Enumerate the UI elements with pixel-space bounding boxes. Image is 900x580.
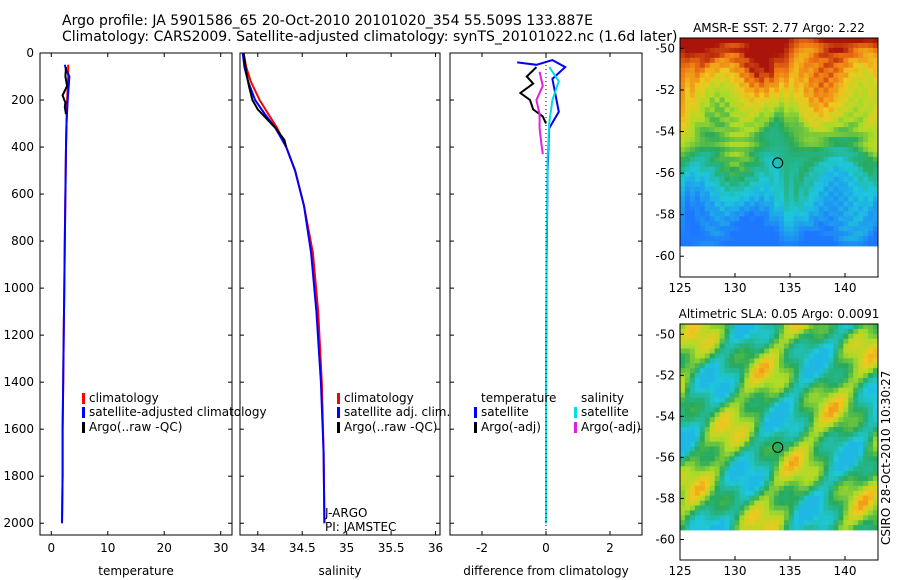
legend-satellite-adj-sal-swatch	[337, 407, 340, 418]
x-tick-label: 36	[428, 541, 443, 555]
legend-salinity-header: salinity	[581, 391, 624, 405]
legend-satellite-adjusted-label: satellite-adjusted climatology	[89, 405, 267, 419]
map-frame-2	[679, 323, 879, 561]
lat-tick-label: -58	[655, 491, 675, 505]
lon-tick-label: 135	[779, 281, 802, 295]
lat-tick-label: -52	[655, 368, 675, 382]
y-tick-label: 1000	[3, 281, 34, 295]
legend-temperature-header: temperature	[481, 391, 556, 405]
map-frame-1	[679, 37, 879, 278]
lon-tick-label: 125	[669, 564, 692, 578]
lon-tick-label: 140	[834, 281, 857, 295]
legend-sal-satellite-label: satellite	[581, 405, 629, 419]
y-tick-label: 2000	[3, 516, 34, 530]
series-line-red	[242, 52, 326, 524]
y-tick-label: 1400	[3, 375, 34, 389]
y-tick-label: 600	[11, 187, 34, 201]
x-tick-label: -2	[476, 541, 488, 555]
x-axis-label: temperature	[98, 564, 173, 578]
x-tick-label: 35.5	[378, 541, 405, 555]
x-tick-label: 0	[47, 541, 55, 555]
x-tick-label: 35	[339, 541, 354, 555]
x-tick-label: 34.5	[289, 541, 316, 555]
legend-argo-raw-sal-swatch	[337, 422, 340, 433]
lon-tick-label: 130	[724, 281, 747, 295]
lat-tick-label: -52	[655, 83, 675, 97]
annotation-pi: PI: JAMSTEC	[325, 520, 396, 534]
y-tick-label: 1800	[3, 469, 34, 483]
lat-tick-label: -50	[655, 41, 675, 55]
annotation-jargo: J-ARGO	[324, 506, 367, 520]
legend-satellite-adjusted-swatch	[82, 407, 85, 418]
x-axis-label: difference from climatology	[463, 564, 629, 578]
legend-climatology-label: climatology	[89, 391, 159, 405]
y-tick-label: 400	[11, 140, 34, 154]
series-line-blue	[241, 52, 326, 524]
argo-position-marker	[772, 441, 784, 453]
map-title-2: Altimetric SLA: 0.05 Argo: 0.0091	[679, 307, 880, 321]
lat-tick-label: -60	[655, 249, 675, 263]
panel-frame-1	[39, 52, 233, 536]
map-title-1: AMSR-E SST: 2.77 Argo: 2.22	[693, 21, 865, 35]
legend-climatology-swatch	[82, 393, 85, 404]
legend-climatology-sal-swatch	[337, 393, 340, 404]
x-tick-label: 20	[157, 541, 172, 555]
series-line-black	[518, 66, 547, 124]
lat-tick-label: -56	[655, 166, 675, 180]
header-line-1: Argo profile: JA 5901586_65 20-Oct-2010 …	[62, 13, 593, 29]
x-tick-label: 10	[100, 541, 115, 555]
legend-temp-argo-swatch	[474, 422, 477, 433]
header-line-2: Climatology: CARS2009. Satellite-adjuste…	[62, 29, 678, 45]
lon-tick-label: 125	[669, 281, 692, 295]
legend-temp-satellite-swatch	[474, 407, 477, 418]
legend-satellite-adj-sal-label: satellite adj. clim.	[344, 405, 450, 419]
y-tick-label: 200	[11, 93, 34, 107]
x-tick-label: 2	[606, 541, 614, 555]
y-tick-label: 0	[26, 46, 34, 60]
legend-temp-argo-label: Argo(-adj)	[481, 420, 541, 434]
lon-tick-label: 140	[834, 564, 857, 578]
x-tick-label: 34	[250, 541, 265, 555]
x-tick-label: 0	[542, 541, 550, 555]
panel-frame-2	[239, 52, 441, 536]
lon-tick-label: 135	[779, 564, 802, 578]
y-tick-label: 1600	[3, 422, 34, 436]
timestamp-label: CSIRO 28-Oct-2010 10:30:27	[879, 371, 893, 545]
legend-temp-satellite-label: satellite	[481, 405, 529, 419]
series-line-blue	[517, 59, 567, 524]
series-line-magenta	[535, 71, 544, 155]
series-line-blue	[61, 64, 71, 524]
argo-position-marker	[772, 157, 784, 169]
lat-tick-label: -54	[655, 125, 675, 139]
sst-map-image	[680, 38, 879, 247]
legend-sal-satellite-swatch	[574, 407, 577, 418]
sla-map-image	[680, 324, 879, 531]
legend-argo-raw-sal-label: Argo(..raw -QC)	[344, 420, 437, 434]
lat-tick-label: -58	[655, 208, 675, 222]
series-line-cyan	[545, 66, 560, 524]
series-line-black	[61, 67, 69, 115]
lat-tick-label: -56	[655, 450, 675, 464]
lon-tick-label: 130	[724, 564, 747, 578]
legend-sal-argo-swatch	[574, 422, 577, 433]
legend-argo-raw-label: Argo(..raw -QC)	[89, 420, 182, 434]
lat-tick-label: -50	[655, 327, 675, 341]
lat-tick-label: -60	[655, 532, 675, 546]
legend-climatology-sal-label: climatology	[344, 391, 414, 405]
legend-argo-raw-swatch	[82, 422, 85, 433]
x-axis-label: salinity	[318, 564, 361, 578]
lat-tick-label: -54	[655, 409, 675, 423]
legend-sal-argo-label: Argo(-adj)	[581, 420, 641, 434]
y-tick-label: 1200	[3, 328, 34, 342]
x-tick-label: 30	[213, 541, 228, 555]
y-tick-label: 800	[11, 234, 34, 248]
series-line-black	[242, 52, 288, 148]
